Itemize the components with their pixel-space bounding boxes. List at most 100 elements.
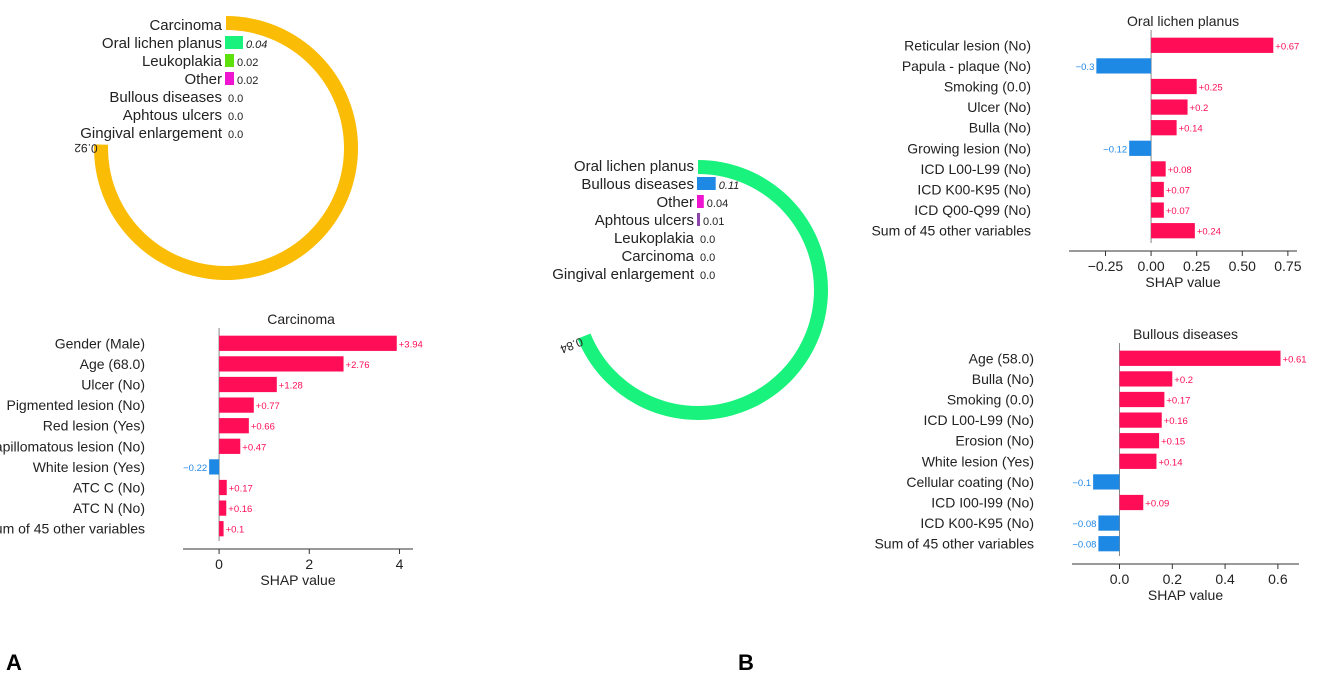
bar-value-label-icd-l00-l99-no: +0.08 <box>1168 165 1192 176</box>
bar-atc-n-no <box>219 500 227 516</box>
bar-label-icd-i00-i99-no: ICD I00-I99 (No) <box>931 495 1034 511</box>
bar-label-smoking-0-0: Smoking (0.0) <box>947 392 1034 408</box>
bar-label-ulcer-no: Ulcer (No) <box>81 377 145 393</box>
bar-gender-male <box>219 335 397 351</box>
chart-title: Oral lichen planus <box>1127 13 1239 29</box>
bar-icd-i00-i99-no <box>1119 494 1144 511</box>
bar-value-label-ulcer-no: +1.28 <box>279 381 303 392</box>
panel-label-a: A <box>6 650 22 673</box>
bar-reticular-lesion-no <box>1151 37 1274 53</box>
bar-papillomatous-lesion-no <box>219 438 241 454</box>
ring-segment-other <box>697 195 704 208</box>
bar-sum-of-45-other-variables <box>1098 536 1120 552</box>
bar-value-label-atc-n-no: +0.16 <box>228 504 252 515</box>
ring-value-label-aphtous-ulcers: 0.0 <box>228 111 243 123</box>
bar-value-label-atc-c-no: +0.17 <box>229 484 253 495</box>
ring-label-aphtous-ulcers: Aphtous ulcers <box>123 107 222 124</box>
bar-value-label-smoking-0-0: +0.17 <box>1166 396 1190 407</box>
bar-value-label-ulcer-no: +0.2 <box>1190 103 1209 114</box>
ring-label-leukoplakia: Leukoplakia <box>142 53 223 70</box>
bar-label-bulla-no: Bulla (No) <box>972 371 1034 387</box>
bar-value-label-erosion-no: +0.15 <box>1161 437 1185 448</box>
bar-label-icd-q00-q99-no: ICD Q00-Q99 (No) <box>914 202 1031 218</box>
bar-papula-plaque-no <box>1096 58 1152 74</box>
ring-value-label-oral-lichen-planus: 0.04 <box>246 39 267 51</box>
bar-label-growing-lesion-no: Growing lesion (No) <box>907 140 1031 156</box>
bar-pigmented-lesion-no <box>219 397 254 413</box>
bar-label-pigmented-lesion-no: Pigmented lesion (No) <box>6 397 145 413</box>
bar-label-age-58-0: Age (58.0) <box>969 350 1034 366</box>
ring-label-gingival-enlargement: Gingival enlargement <box>80 125 223 142</box>
bar-icd-k00-k95-no <box>1151 181 1164 198</box>
bar-sum-of-45-other-variables <box>1151 223 1195 239</box>
x-axis-label: SHAP value <box>1148 587 1223 603</box>
bar-value-label-bulla-no: +0.14 <box>1179 124 1203 135</box>
ring-value-label-other: 0.04 <box>707 198 728 210</box>
ring-label-bullous-diseases: Bullous diseases <box>109 89 222 106</box>
x-tick-label: 0.50 <box>1229 258 1256 274</box>
bar-sum-of-45-other-variables <box>219 521 224 537</box>
bar-label-white-lesion-yes: White lesion (Yes) <box>33 459 145 475</box>
bar-label-atc-n-no: ATC N (No) <box>73 500 145 516</box>
ring-segment-bullous-diseases <box>697 177 716 190</box>
ring-label-carcinoma: Carcinoma <box>149 17 222 34</box>
bar-label-icd-k00-k95-no: ICD K00-K95 (No) <box>917 182 1031 198</box>
bar-value-label-age-58-0: +0.61 <box>1283 354 1307 365</box>
bar-label-atc-c-no: ATC C (No) <box>73 480 145 496</box>
bar-label-sum-of-45-other-variables: Sum of 45 other variables <box>0 521 145 537</box>
shap-bar-chart-oral-lichen-planus: Oral lichen planus Reticular lesion (No) +… <box>871 13 1301 290</box>
bar-smoking-0-0 <box>1119 391 1165 408</box>
bar-label-red-lesion-yes: Red lesion (Yes) <box>43 418 145 434</box>
x-tick-label: 0.0 <box>1110 571 1130 587</box>
ring-value-label-carcinoma: 0.0 <box>700 252 715 264</box>
bar-label-gender-male: Gender (Male) <box>55 335 145 351</box>
bar-age-68-0 <box>219 356 344 372</box>
bar-value-label-icd-k00-k95-no: +0.07 <box>1166 186 1190 197</box>
bar-icd-k00-k95-no <box>1098 515 1120 531</box>
bar-value-label-cellular-coating-no: −0.1 <box>1072 478 1091 489</box>
bar-icd-q00-q99-no <box>1151 202 1164 218</box>
bar-value-label-white-lesion-yes: −0.22 <box>183 463 207 474</box>
bar-label-icd-l00-l99-no: ICD L00-L99 (No) <box>921 161 1032 177</box>
ring-value-label-leukoplakia: 0.02 <box>237 57 258 69</box>
bar-white-lesion-yes <box>209 459 220 475</box>
bar-icd-l00-l99-no <box>1151 161 1166 177</box>
bar-label-smoking-0-0: Smoking (0.0) <box>944 79 1031 95</box>
chart-title: Bullous diseases <box>1133 326 1238 342</box>
bar-label-white-lesion-yes: White lesion (Yes) <box>922 453 1034 469</box>
ring-value-label-leukoplakia: 0.0 <box>700 234 715 246</box>
bar-value-label-age-68-0: +2.76 <box>346 360 370 371</box>
x-tick-label: 0.4 <box>1215 571 1235 587</box>
ring-label-other: Other <box>656 194 694 211</box>
bar-smoking-0-0 <box>1151 78 1197 95</box>
x-axis-label: SHAP value <box>260 572 335 588</box>
bar-value-label-reticular-lesion-no: +0.67 <box>1275 41 1299 52</box>
ring-label-aphtous-ulcers: Aphtous ulcers <box>595 212 694 229</box>
x-tick-label: 0.2 <box>1163 571 1183 587</box>
bar-bulla-no <box>1119 371 1173 387</box>
ring-value-label-aphtous-ulcers: 0.01 <box>703 216 724 228</box>
ring-main-value-label: 0.84 <box>558 335 585 357</box>
panel-label-b: B <box>738 650 754 673</box>
bar-value-label-growing-lesion-no: −0.12 <box>1103 144 1127 155</box>
x-tick-label: 0.00 <box>1137 258 1164 274</box>
bar-value-label-papillomatous-lesion-no: +0.47 <box>242 442 266 453</box>
bar-cellular-coating-no <box>1093 474 1120 490</box>
x-tick-label: 0.75 <box>1274 258 1301 274</box>
ring-value-label-gingival-enlargement: 0.0 <box>700 270 715 282</box>
bar-bulla-no <box>1151 120 1177 136</box>
bar-label-icd-k00-k95-no: ICD K00-K95 (No) <box>920 515 1034 531</box>
ring-label-carcinoma: Carcinoma <box>621 248 694 265</box>
ring-label-bullous-diseases: Bullous diseases <box>581 176 694 193</box>
ring-label-oral-lichen-planus: Oral lichen planus <box>102 35 222 52</box>
bar-value-label-red-lesion-yes: +0.66 <box>251 422 275 433</box>
ring-segment-other <box>225 72 234 85</box>
x-tick-label: 0 <box>215 556 223 572</box>
x-tick-label: −0.25 <box>1088 258 1124 274</box>
bar-value-label-icd-k00-k95-no: −0.08 <box>1072 519 1096 530</box>
bar-atc-c-no <box>219 479 227 496</box>
bar-value-label-smoking-0-0: +0.25 <box>1199 83 1223 94</box>
ring-segment-oral-lichen-planus <box>225 36 243 49</box>
bar-label-cellular-coating-no: Cellular coating (No) <box>906 474 1034 490</box>
